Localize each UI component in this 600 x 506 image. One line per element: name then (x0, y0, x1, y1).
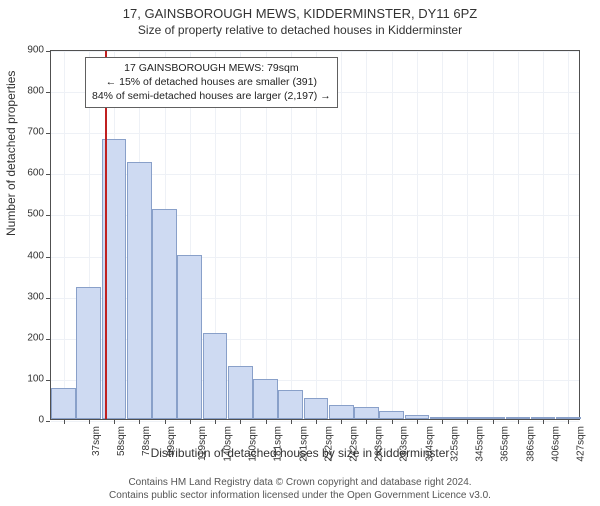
annotation-box: 17 GAINSBOROUGH MEWS: 79sqm← 15% of deta… (85, 57, 338, 108)
histogram-bar (405, 415, 430, 419)
gridline-v (467, 51, 468, 419)
y-tick-mark (46, 51, 50, 52)
plot-region: 17 GAINSBOROUGH MEWS: 79sqm← 15% of deta… (50, 50, 580, 420)
gridline-h (51, 421, 579, 422)
histogram-bar (480, 417, 505, 419)
x-tick-mark (114, 420, 115, 424)
histogram-bar (177, 255, 202, 419)
annotation-line-3: 84% of semi-detached houses are larger (… (92, 89, 331, 103)
footer-line-2: Contains public sector information licen… (0, 490, 600, 503)
y-tick-mark (46, 257, 50, 258)
x-tick-mark (240, 420, 241, 424)
x-tick-mark (89, 420, 90, 424)
y-tick-label: 400 (27, 250, 44, 261)
x-tick-mark (568, 420, 569, 424)
x-tick-mark (392, 420, 393, 424)
y-tick-mark (46, 380, 50, 381)
histogram-bar (556, 417, 581, 419)
histogram-bar (304, 398, 329, 419)
x-tick-mark (341, 420, 342, 424)
y-tick-label: 900 (27, 45, 44, 56)
histogram-bar (379, 411, 404, 419)
y-tick-label: 800 (27, 86, 44, 97)
y-tick-label: 700 (27, 127, 44, 138)
x-axis-label: Distribution of detached houses by size … (0, 446, 600, 460)
x-tick-mark (493, 420, 494, 424)
x-tick-mark (165, 420, 166, 424)
y-tick-mark (46, 174, 50, 175)
y-axis-label: Number of detached properties (4, 71, 18, 236)
y-tick-mark (46, 92, 50, 93)
y-tick-mark (46, 339, 50, 340)
x-tick-mark (518, 420, 519, 424)
histogram-bar (278, 390, 303, 419)
y-tick-mark (46, 421, 50, 422)
x-tick-mark (266, 420, 267, 424)
x-tick-mark (366, 420, 367, 424)
chart-area: 17 GAINSBOROUGH MEWS: 79sqm← 15% of deta… (50, 50, 580, 420)
gridline-v (392, 51, 393, 419)
y-tick-label: 200 (27, 332, 44, 343)
y-tick-label: 500 (27, 209, 44, 220)
y-tick-mark (46, 215, 50, 216)
gridline-v (341, 51, 342, 419)
histogram-bar (76, 287, 101, 419)
annotation-line-1: 17 GAINSBOROUGH MEWS: 79sqm (92, 61, 331, 75)
histogram-bar (228, 366, 253, 419)
histogram-bar (152, 209, 177, 419)
annotation-line-2: ← 15% of detached houses are smaller (39… (92, 75, 331, 89)
chart-title-main: 17, GAINSBOROUGH MEWS, KIDDERMINSTER, DY… (0, 6, 600, 21)
gridline-h (51, 133, 579, 134)
gridline-v (493, 51, 494, 419)
histogram-bar (354, 407, 379, 419)
histogram-bar (253, 379, 278, 419)
chart-title-sub: Size of property relative to detached ho… (0, 23, 600, 37)
footer-attribution: Contains HM Land Registry data © Crown c… (0, 477, 600, 502)
x-tick-mark (291, 420, 292, 424)
x-tick-mark (316, 420, 317, 424)
y-tick-mark (46, 133, 50, 134)
x-tick-mark (442, 420, 443, 424)
y-tick-label: 600 (27, 168, 44, 179)
x-tick-mark (543, 420, 544, 424)
histogram-bar (127, 162, 152, 419)
x-tick-mark (215, 420, 216, 424)
histogram-bar (506, 417, 531, 419)
histogram-bar (203, 333, 228, 419)
x-tick-mark (139, 420, 140, 424)
y-tick-label: 300 (27, 291, 44, 302)
gridline-h (51, 51, 579, 52)
histogram-bar (329, 405, 354, 419)
gridline-v (518, 51, 519, 419)
histogram-bar (531, 417, 556, 419)
y-tick-label: 100 (27, 373, 44, 384)
y-tick-mark (46, 298, 50, 299)
gridline-v (417, 51, 418, 419)
x-tick-mark (190, 420, 191, 424)
histogram-bar (51, 388, 76, 419)
x-tick-mark (417, 420, 418, 424)
gridline-v (64, 51, 65, 419)
gridline-v (568, 51, 569, 419)
x-tick-mark (64, 420, 65, 424)
y-tick-label: 0 (38, 415, 44, 426)
gridline-v (366, 51, 367, 419)
histogram-bar (455, 417, 480, 419)
gridline-v (442, 51, 443, 419)
gridline-v (543, 51, 544, 419)
x-tick-mark (467, 420, 468, 424)
footer-line-1: Contains HM Land Registry data © Crown c… (0, 477, 600, 490)
histogram-bar (430, 417, 455, 419)
